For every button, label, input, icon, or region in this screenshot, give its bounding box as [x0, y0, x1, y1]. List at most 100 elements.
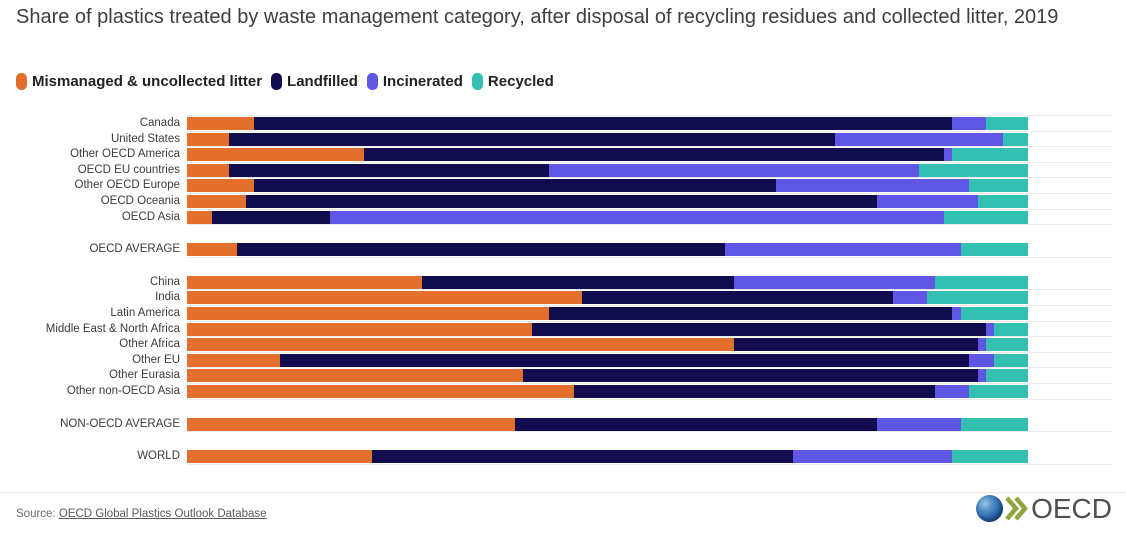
bar-segment-landfilled[interactable] [237, 243, 726, 257]
legend-item[interactable]: Incinerated [366, 73, 463, 90]
bar-segment-landfilled[interactable] [229, 132, 835, 146]
bar-segment-recycled[interactable] [960, 306, 1028, 320]
row-label: Canada [139, 117, 180, 129]
legend-label: Recycled [487, 73, 554, 90]
bar-segment-mismanaged-uncollected-litter[interactable] [187, 275, 423, 289]
bar-track [187, 384, 1028, 398]
bar-segment-mismanaged-uncollected-litter[interactable] [187, 291, 583, 305]
bar-segment-incinerated[interactable] [943, 148, 953, 162]
bar-segment-landfilled[interactable] [363, 148, 944, 162]
bar-segment-landfilled[interactable] [372, 450, 793, 464]
bar-segment-recycled[interactable] [1002, 132, 1028, 146]
bar-segment-incinerated[interactable] [792, 450, 953, 464]
gridline [187, 398, 1112, 400]
bar-segment-recycled[interactable] [985, 117, 1028, 130]
bar-segment-incinerated[interactable] [893, 291, 928, 305]
bar-segment-incinerated[interactable] [969, 353, 995, 367]
bar-track [187, 132, 1028, 146]
bar-segment-incinerated[interactable] [876, 417, 961, 431]
bar-segment-recycled[interactable] [927, 291, 1028, 305]
bar-segment-recycled[interactable] [969, 179, 1028, 193]
bar-segment-landfilled[interactable] [254, 179, 776, 193]
bar-track [187, 148, 1028, 162]
source-label: Source: [16, 508, 59, 520]
bar-segment-mismanaged-uncollected-litter[interactable] [187, 338, 734, 352]
bar-segment-incinerated[interactable] [952, 306, 961, 320]
bar-segment-recycled[interactable] [994, 322, 1028, 336]
bar-segment-incinerated[interactable] [935, 384, 970, 398]
bar-segment-mismanaged-uncollected-litter[interactable] [187, 179, 255, 193]
row-label: Other Africa [119, 338, 180, 351]
bar-segment-landfilled[interactable] [523, 369, 978, 383]
bar-segment-incinerated[interactable] [329, 210, 944, 224]
bar-segment-incinerated[interactable] [725, 243, 961, 257]
bar-segment-mismanaged-uncollected-litter[interactable] [187, 322, 532, 336]
bar-segment-mismanaged-uncollected-litter[interactable] [187, 117, 255, 130]
chart-row: Middle East & North Africa [0, 322, 1126, 338]
bar-segment-recycled[interactable] [935, 275, 1028, 289]
bar-segment-recycled[interactable] [960, 417, 1028, 431]
bar-segment-mismanaged-uncollected-litter[interactable] [187, 132, 230, 146]
legend-item[interactable]: Landfilled [271, 73, 358, 90]
bar-segment-recycled[interactable] [918, 163, 1028, 177]
footer-divider [0, 492, 1126, 493]
bar-segment-landfilled[interactable] [229, 163, 549, 177]
legend-label: Landfilled [287, 73, 358, 90]
legend-item[interactable]: Mismanaged & uncollected litter [16, 73, 262, 90]
bar-segment-mismanaged-uncollected-litter[interactable] [187, 306, 549, 320]
bar-segment-recycled[interactable] [985, 369, 1028, 383]
bar-segment-incinerated[interactable] [775, 179, 970, 193]
bar-segment-incinerated[interactable] [952, 117, 986, 130]
legend: Mismanaged & uncollected litter Landfille… [16, 73, 554, 90]
bar-segment-landfilled[interactable] [212, 210, 330, 224]
bar-segment-mismanaged-uncollected-litter[interactable] [187, 417, 515, 431]
gridline [187, 431, 1112, 433]
bar-segment-landfilled[interactable] [548, 306, 953, 320]
bar-segment-recycled[interactable] [969, 384, 1028, 398]
chart-row: WORLD [0, 449, 1126, 465]
bar-segment-landfilled[interactable] [422, 275, 734, 289]
bar-segment-incinerated[interactable] [977, 369, 986, 383]
bar-segment-mismanaged-uncollected-litter[interactable] [187, 210, 213, 224]
bar-segment-mismanaged-uncollected-litter[interactable] [187, 450, 373, 464]
bar-segment-mismanaged-uncollected-litter[interactable] [187, 163, 230, 177]
bar-segment-incinerated[interactable] [548, 163, 919, 177]
bar-segment-recycled[interactable] [960, 243, 1028, 257]
bar-segment-landfilled[interactable] [514, 417, 877, 431]
source-link[interactable]: OECD Global Plastics Outlook Database [58, 508, 267, 520]
bar-segment-landfilled[interactable] [573, 384, 936, 398]
chart-row: Other Eurasia [0, 368, 1126, 384]
oecd-globe-icon [976, 495, 1004, 522]
bar-segment-landfilled[interactable] [531, 322, 986, 336]
bar-segment-landfilled[interactable] [245, 194, 877, 208]
bar-track [187, 450, 1028, 464]
bar-segment-recycled[interactable] [943, 210, 1028, 224]
row-label: Other non-OECD Asia [66, 384, 180, 397]
bar-segment-incinerated[interactable] [876, 194, 978, 208]
bar-segment-landfilled[interactable] [279, 353, 970, 367]
bar-track [187, 210, 1028, 224]
bar-segment-incinerated[interactable] [834, 132, 1003, 146]
legend-item[interactable]: Recycled [471, 73, 554, 90]
bar-track [187, 353, 1028, 367]
bar-segment-incinerated[interactable] [985, 322, 995, 336]
bar-segment-landfilled[interactable] [733, 338, 978, 352]
bar-segment-recycled[interactable] [952, 450, 1028, 464]
bar-segment-mismanaged-uncollected-litter[interactable] [187, 353, 280, 367]
bar-segment-mismanaged-uncollected-litter[interactable] [187, 384, 574, 398]
bar-segment-recycled[interactable] [977, 194, 1028, 208]
bar-segment-mismanaged-uncollected-litter[interactable] [187, 194, 246, 208]
bar-segment-recycled[interactable] [994, 353, 1028, 367]
bar-segment-landfilled[interactable] [254, 117, 953, 130]
row-label: WORLD [137, 450, 180, 463]
bar-segment-mismanaged-uncollected-litter[interactable] [187, 243, 238, 257]
bar-segment-recycled[interactable] [985, 338, 1028, 352]
bar-segment-incinerated[interactable] [977, 338, 986, 352]
bar-segment-mismanaged-uncollected-litter[interactable] [187, 148, 364, 162]
gridline [187, 367, 1112, 369]
oecd-chevrons-icon [1005, 496, 1029, 521]
bar-segment-landfilled[interactable] [582, 291, 894, 305]
bar-segment-mismanaged-uncollected-litter[interactable] [187, 369, 524, 383]
bar-segment-recycled[interactable] [952, 148, 1028, 162]
bar-segment-incinerated[interactable] [733, 275, 936, 289]
